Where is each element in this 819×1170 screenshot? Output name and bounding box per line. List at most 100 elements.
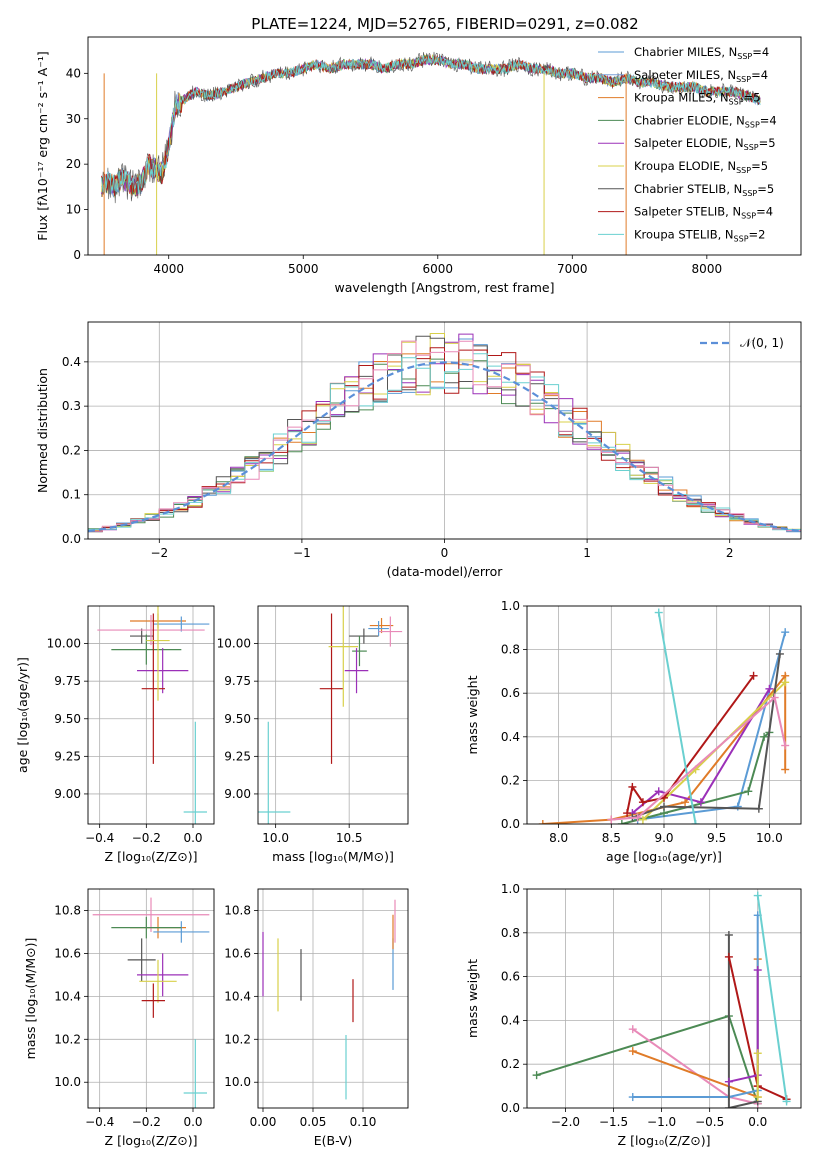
series-line [611,695,787,821]
axes-frame [257,888,409,1109]
axes-frame [87,888,215,1109]
legend-label-suffix: =5 [759,136,776,150]
x-tick-label: 8000 [692,262,723,276]
x-axis-label: age [log₁₀(age/yr)] [606,849,722,864]
plot-area [101,51,761,255]
x-tick-label: 7000 [557,262,588,276]
x-tick-label: 5000 [288,262,319,276]
legend-label: Salpeter MILES, NSSP=4 [634,68,768,84]
y-axis-label: Flux [fλ10⁻¹⁷ erg cm⁻² s⁻¹ A⁻¹] [35,51,50,240]
y-tick-label: 10.6 [54,946,81,960]
x-tick-label: 4000 [153,262,184,276]
y-tick-label: 0.8 [501,643,520,657]
legend-label: Salpeter ELODIE, NSSP=5 [634,136,776,152]
histogram-steps [88,340,801,539]
x-tick-label: −1.5 [599,1115,628,1129]
y-tick-label: 0.0 [501,817,520,831]
y-tick-label: 0.0 [501,1101,520,1115]
legend-label-main: Kroupa ELODIE, N [634,159,736,173]
legend-label-suffix: =4 [751,68,768,82]
x-tick-label: 0.05 [300,1115,327,1129]
y-tick-label: 10.00 [47,637,81,651]
y-tick-label: 10 [66,203,81,217]
y-tick-label: 0.4 [501,730,520,744]
x-axis-label: (data-model)/error [387,564,504,579]
legend-label-sub: SSP [745,120,760,129]
y-tick-label: 0.2 [62,443,81,457]
y-tick-label: 9.00 [224,787,251,801]
series-line [621,731,771,824]
series-line [632,959,759,1099]
figure-title: PLATE=1224, MJD=52765, FIBERID=0291, z=0… [251,15,638,33]
x-tick-label: −1.0 [647,1115,676,1129]
series-line [536,1014,759,1104]
x-axis-label: E(B-V) [314,1133,353,1148]
y-tick-label: 1.0 [501,599,520,613]
z-age-panel: −0.4 −0.2 0.0 9.00 9.25 9.50 9.75 10.00 Z [log₁₀… [15,605,215,864]
y-axis-label: mass weight [465,959,480,1038]
y-tick-label: 0.0 [62,532,81,546]
y-tick-label: 30 [66,112,81,126]
y-tick-label: 10.8 [224,903,251,917]
y-axis-label: age [log₁₀(age/yr)] [15,657,30,773]
y-axis-label: mass weight [465,675,480,754]
x-tick-label: 8.5 [602,831,621,845]
y-tick-label: 0 [73,248,81,262]
x-tick-label: 10.5 [336,831,363,845]
legend-label: Kroupa STELIB, NSSP=2 [634,227,765,243]
legend-label: Chabrier MILES, NSSP=4 [634,45,769,61]
y-tick-label: 9.00 [54,787,81,801]
y-tick-label: 10.2 [54,1032,81,1046]
axes-frame [526,888,802,1109]
residual-histogram-panel: −2 −1 0 1 2 0.0 0.1 0.2 0.3 0.4 (data-model)/error… [35,321,802,579]
y-tick-label: 9.50 [224,712,251,726]
x-tick-label: −2 [150,546,168,560]
x-tick-label: −0.5 [695,1115,724,1129]
series-line [657,612,697,824]
age-massweight-panel: 8.0 8.5 9.0 9.5 10.0 0.0 0.2 0.4 0.6 0.8 1.0 age [l… [465,599,802,864]
legend-label: Kroupa ELODIE, NSSP=5 [634,159,768,175]
legend-label-main: Chabrier STELIB, N [634,182,742,196]
x-tick-label: 0.00 [250,1115,277,1129]
plot-area [97,606,210,824]
y-tick-label: 9.50 [54,712,81,726]
legend-label-sub: SSP [729,98,744,107]
x-tick-label: 8.0 [549,831,568,845]
y-tick-label: 10.2 [224,1032,251,1046]
legend-label-suffix: =4 [756,205,773,219]
spectrum-panel: 4000 5000 6000 7000 8000 0 10 20 30 40 wavelength … [35,36,802,295]
x-tick-label: 0.0 [183,831,202,845]
y-tick-label: 0.2 [501,1057,520,1071]
series-line [727,935,758,1108]
legend-label-sub: SSP [736,166,751,175]
x-tick-label: 0.0 [748,1115,767,1129]
x-tick-label: 0.10 [350,1115,377,1129]
legend-label: Chabrier ELODIE, NSSP=4 [634,113,777,129]
plot-area [532,891,791,1108]
mass-age-panel: 10.0 10.5 9.00 9.25 9.50 9.75 10.00 mass [log₁₀… [217,605,409,864]
y-tick-label: 10.4 [54,989,81,1003]
x-tick-label: 9.0 [654,831,673,845]
x-axis-label: wavelength [Angstrom, rest frame] [334,280,554,295]
legend-label-main: Chabrier MILES, N [634,45,737,59]
y-tick-label: 40 [66,66,81,80]
z-massweight-panel: −2.0 −1.5 −1.0 −0.5 0.0 0.0 0.2 0.4 0.6 0.8 1.0 Z [… [465,882,802,1148]
spectrum-series-line [101,55,761,196]
spectrum-series-line [101,55,761,194]
legend-label-suffix: =5 [744,91,761,105]
series-line [756,895,788,1102]
x-axis-label: Z [log₁₀(Z/Z⊙)] [105,849,198,864]
x-axis-label: Z [log₁₀(Z/Z⊙)] [618,1133,711,1148]
legend-label: Kroupa MILES, NSSP=5 [634,91,760,107]
y-tick-label: 0.4 [62,355,81,369]
legend-label-suffix: =5 [751,159,768,173]
legend-label-main: Chabrier ELODIE, N [634,113,745,127]
legend-label-main: Salpeter MILES, N [634,68,736,82]
axes-frame [87,321,802,540]
y-tick-label: 9.75 [54,674,81,688]
plot-area [258,606,403,824]
y-tick-label: 10.8 [54,903,81,917]
series-line [632,653,781,819]
axes-frame [526,605,802,825]
x-tick-label: 2 [726,546,734,560]
